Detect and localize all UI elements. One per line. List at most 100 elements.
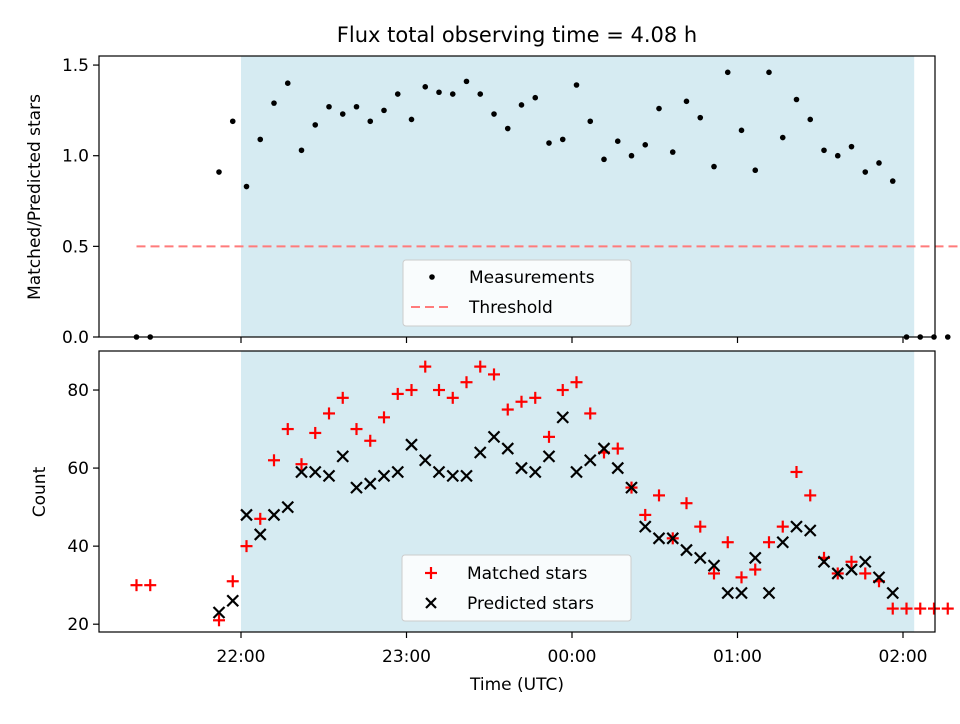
bottom-panel: 20 40 60 80 22:00 23:00 00:00 01:00 02:00 Count… [30, 350, 954, 695]
matched-stars-points [130, 360, 954, 627]
matched-star-point [144, 579, 157, 592]
measurement-point [738, 127, 745, 134]
predicted-star-point [473, 446, 487, 459]
matched-star-point [804, 489, 817, 502]
measurement-point [518, 102, 525, 108]
measurement-point [339, 111, 346, 117]
measurement-point [436, 89, 442, 96]
predicted-star-point [487, 430, 501, 444]
measurement-point [559, 136, 566, 143]
predicted-star-point [240, 508, 253, 522]
matched-star-point [281, 423, 294, 436]
measurement-point [463, 78, 470, 85]
matched-star-point [515, 395, 528, 408]
measurement-point [312, 122, 319, 128]
measurement-point [367, 118, 374, 125]
matched-star-point [309, 426, 322, 439]
matched-star-point [639, 508, 652, 521]
measurement-point [326, 103, 332, 110]
predicted-star-point [858, 555, 872, 569]
measurement-point [793, 96, 800, 103]
matched-star-point [446, 391, 459, 404]
measurement-point [711, 163, 717, 170]
top-x-ticks [240, 337, 904, 343]
predicted-star-point [652, 532, 666, 545]
matched-star-point [914, 602, 927, 615]
matched-star-point [378, 411, 390, 424]
matched-star-point [240, 540, 253, 553]
predicted-star-point [680, 543, 693, 557]
matched-star-point [749, 563, 762, 576]
x-axis-label: Time (UTC) [469, 675, 564, 695]
bottom-xtick-label: 02:00 [879, 647, 928, 667]
measurement-point [779, 134, 786, 141]
top-ytick-label: 0.0 [62, 328, 89, 348]
predicted-star-point [405, 438, 418, 451]
matched-star-point [735, 571, 748, 584]
matched-star-point [708, 567, 720, 580]
predicted-star-point [666, 532, 680, 545]
predicted-star-point [226, 594, 240, 608]
matched-star-point [762, 536, 775, 549]
predicted-star-point [735, 586, 748, 600]
matched-star-point [254, 512, 267, 525]
bottom-legend-box [401, 554, 632, 622]
measurement-point [271, 100, 277, 106]
measurement-point [587, 118, 594, 125]
bottom-xtick-label: 23:00 [382, 647, 431, 667]
predicted-star-point [762, 586, 776, 600]
matched-star-point [776, 520, 789, 533]
matched-star-point [611, 442, 624, 455]
measurement-point [697, 114, 704, 121]
measurement-point [532, 94, 539, 101]
predicted-star-point [267, 508, 281, 522]
predicted-star-point [583, 453, 597, 467]
measurement-point [229, 118, 236, 125]
predicted-star-point [556, 411, 570, 424]
predicted-star-point [693, 551, 707, 565]
predicted-star-point [803, 524, 817, 537]
predicted-star-point [363, 477, 377, 490]
measurement-point [394, 91, 401, 97]
matched-star-point [543, 430, 555, 443]
matched-star-point [529, 391, 542, 404]
predicted-star-point [350, 481, 363, 494]
top-legend-box [402, 259, 632, 327]
predicted-star-point [391, 465, 405, 479]
matched-star-point [941, 602, 954, 615]
measurement-point [821, 147, 827, 154]
measurement-point [573, 82, 580, 88]
matched-star-point [130, 579, 143, 592]
bottom-ytick-label: 80 [67, 381, 89, 401]
predicted-star-point [886, 586, 900, 600]
predicted-star-point [831, 567, 845, 580]
predicted-star-point [432, 465, 446, 479]
bottom-xtick-label: 01:00 [713, 647, 762, 667]
matched-star-point [653, 489, 666, 502]
measurement-point [834, 152, 841, 159]
matched-star-point [336, 391, 349, 404]
bottom-plot-frame [98, 350, 936, 633]
predicted-star-point [418, 453, 432, 467]
predicted-star-point [308, 465, 322, 479]
matched-star-point [226, 575, 239, 588]
legend-label-threshold: Threshold [468, 298, 553, 318]
measurement-point [889, 178, 896, 184]
top-plot-frame [98, 55, 936, 338]
legend-label-matched: Matched stars [467, 564, 587, 584]
bottom-y-ticks: 20 40 60 80 [67, 381, 99, 635]
predicted-star-point [845, 563, 858, 576]
predicted-stars-points [212, 411, 900, 619]
bottom-xtick-label: 00:00 [548, 647, 597, 667]
matched-star-point [267, 454, 280, 467]
predicted-star-point [460, 469, 473, 483]
legend-marker-predicted [425, 597, 437, 609]
measurement-point [724, 69, 731, 76]
measurement-point [284, 80, 291, 86]
predicted-star-point [707, 559, 721, 572]
legend-marker-measurements [429, 274, 435, 280]
matched-star-point [790, 465, 803, 478]
matched-star-point [927, 602, 940, 615]
measurement-point [944, 334, 951, 340]
